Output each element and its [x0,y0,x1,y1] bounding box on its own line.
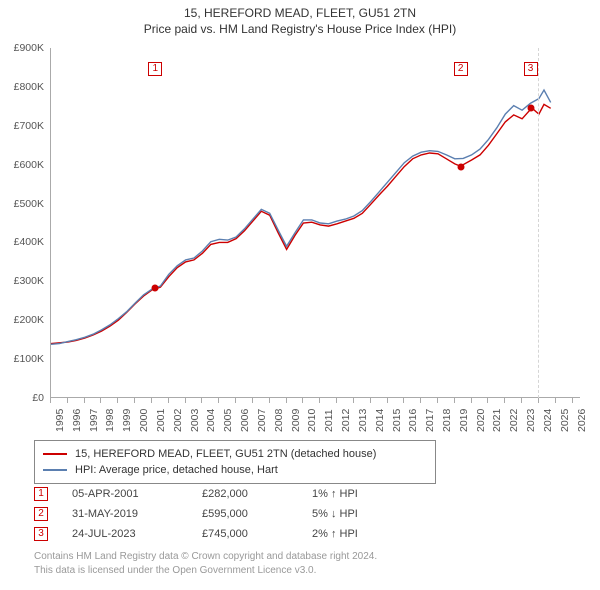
x-axis-label: 1996 [71,409,83,432]
sale-date: 31-MAY-2019 [72,508,202,520]
sale-marker-icon: 2 [34,507,48,521]
sale-marker-label: 3 [524,62,538,76]
sale-price: £282,000 [202,488,312,500]
x-axis-label: 1999 [121,409,133,432]
legend-swatch [43,469,67,471]
sale-point-dot [457,163,464,170]
legend-label: HPI: Average price, detached house, Hart [75,464,278,476]
sale-delta: 5% ↓ HPI [312,508,412,520]
sale-delta: 1% ↑ HPI [312,488,412,500]
x-axis-label: 2016 [407,409,419,432]
sale-price: £595,000 [202,508,312,520]
sale-date: 05-APR-2001 [72,488,202,500]
legend-box: 15, HEREFORD MEAD, FLEET, GU51 2TN (deta… [34,440,436,484]
sales-row: 2 31-MAY-2019 £595,000 5% ↓ HPI [34,504,412,524]
legend-item: 15, HEREFORD MEAD, FLEET, GU51 2TN (deta… [43,446,427,462]
title-subtitle: Price paid vs. HM Land Registry's House … [10,22,590,36]
x-axis-label: 2013 [357,409,369,432]
sale-point-dot [152,285,159,292]
x-axis-label: 2022 [508,409,520,432]
x-axis-label: 2002 [172,409,184,432]
series-hpi [51,90,551,344]
chart-lines [51,48,581,398]
sale-marker-icon: 3 [34,527,48,541]
x-axis-label: 1995 [54,409,66,432]
legend-swatch [43,453,67,455]
chart-plot-area [50,48,580,398]
x-axis-label: 2024 [542,409,554,432]
y-axis-label: £400K [0,236,44,248]
y-axis-label: £0 [0,392,44,404]
y-axis-label: £800K [0,81,44,93]
x-axis-label: 2021 [491,409,503,432]
x-axis-label: 2018 [441,409,453,432]
x-axis-label: 2011 [323,409,335,432]
sale-date: 24-JUL-2023 [72,528,202,540]
sale-delta: 2% ↑ HPI [312,528,412,540]
y-axis-label: £900K [0,42,44,54]
attribution-line: This data is licensed under the Open Gov… [34,564,377,578]
sales-table: 1 05-APR-2001 £282,000 1% ↑ HPI 2 31-MAY… [34,484,412,544]
x-axis-label: 2007 [256,409,268,432]
attribution-text: Contains HM Land Registry data © Crown c… [34,550,377,577]
x-axis-label: 2010 [306,409,318,432]
x-axis-label: 2000 [138,409,150,432]
sale-marker-label: 1 [148,62,162,76]
sale-marker-icon: 1 [34,487,48,501]
y-axis-label: £700K [0,120,44,132]
attribution-line: Contains HM Land Registry data © Crown c… [34,550,377,564]
x-axis-label: 1998 [104,409,116,432]
y-axis-label: £600K [0,159,44,171]
x-axis-label: 2006 [239,409,251,432]
x-axis-label: 2019 [458,409,470,432]
x-axis-label: 1997 [88,409,100,432]
sales-row: 3 24-JUL-2023 £745,000 2% ↑ HPI [34,524,412,544]
x-axis-label: 2025 [559,409,571,432]
legend-item: HPI: Average price, detached house, Hart [43,462,427,478]
sale-marker-label: 2 [454,62,468,76]
y-axis-label: £300K [0,275,44,287]
sale-point-dot [527,105,534,112]
x-axis-label: 2012 [340,409,352,432]
title-address: 15, HEREFORD MEAD, FLEET, GU51 2TN [10,6,590,20]
x-axis-label: 2009 [290,409,302,432]
x-axis-label: 2020 [475,409,487,432]
chart-title: 15, HEREFORD MEAD, FLEET, GU51 2TN Price… [0,0,600,38]
sales-row: 1 05-APR-2001 £282,000 1% ↑ HPI [34,484,412,504]
x-axis-label: 2014 [374,409,386,432]
y-axis-label: £100K [0,353,44,365]
x-axis-label: 2008 [273,409,285,432]
x-axis-label: 2003 [189,409,201,432]
y-axis-label: £500K [0,198,44,210]
x-axis-label: 2005 [222,409,234,432]
sale-price: £745,000 [202,528,312,540]
x-axis-label: 2023 [525,409,537,432]
legend-label: 15, HEREFORD MEAD, FLEET, GU51 2TN (deta… [75,448,376,460]
x-axis-label: 2001 [155,409,167,432]
x-axis-label: 2026 [576,409,588,432]
y-axis-label: £200K [0,314,44,326]
x-axis-label: 2015 [391,409,403,432]
x-axis-label: 2017 [424,409,436,432]
x-axis-label: 2004 [205,409,217,432]
